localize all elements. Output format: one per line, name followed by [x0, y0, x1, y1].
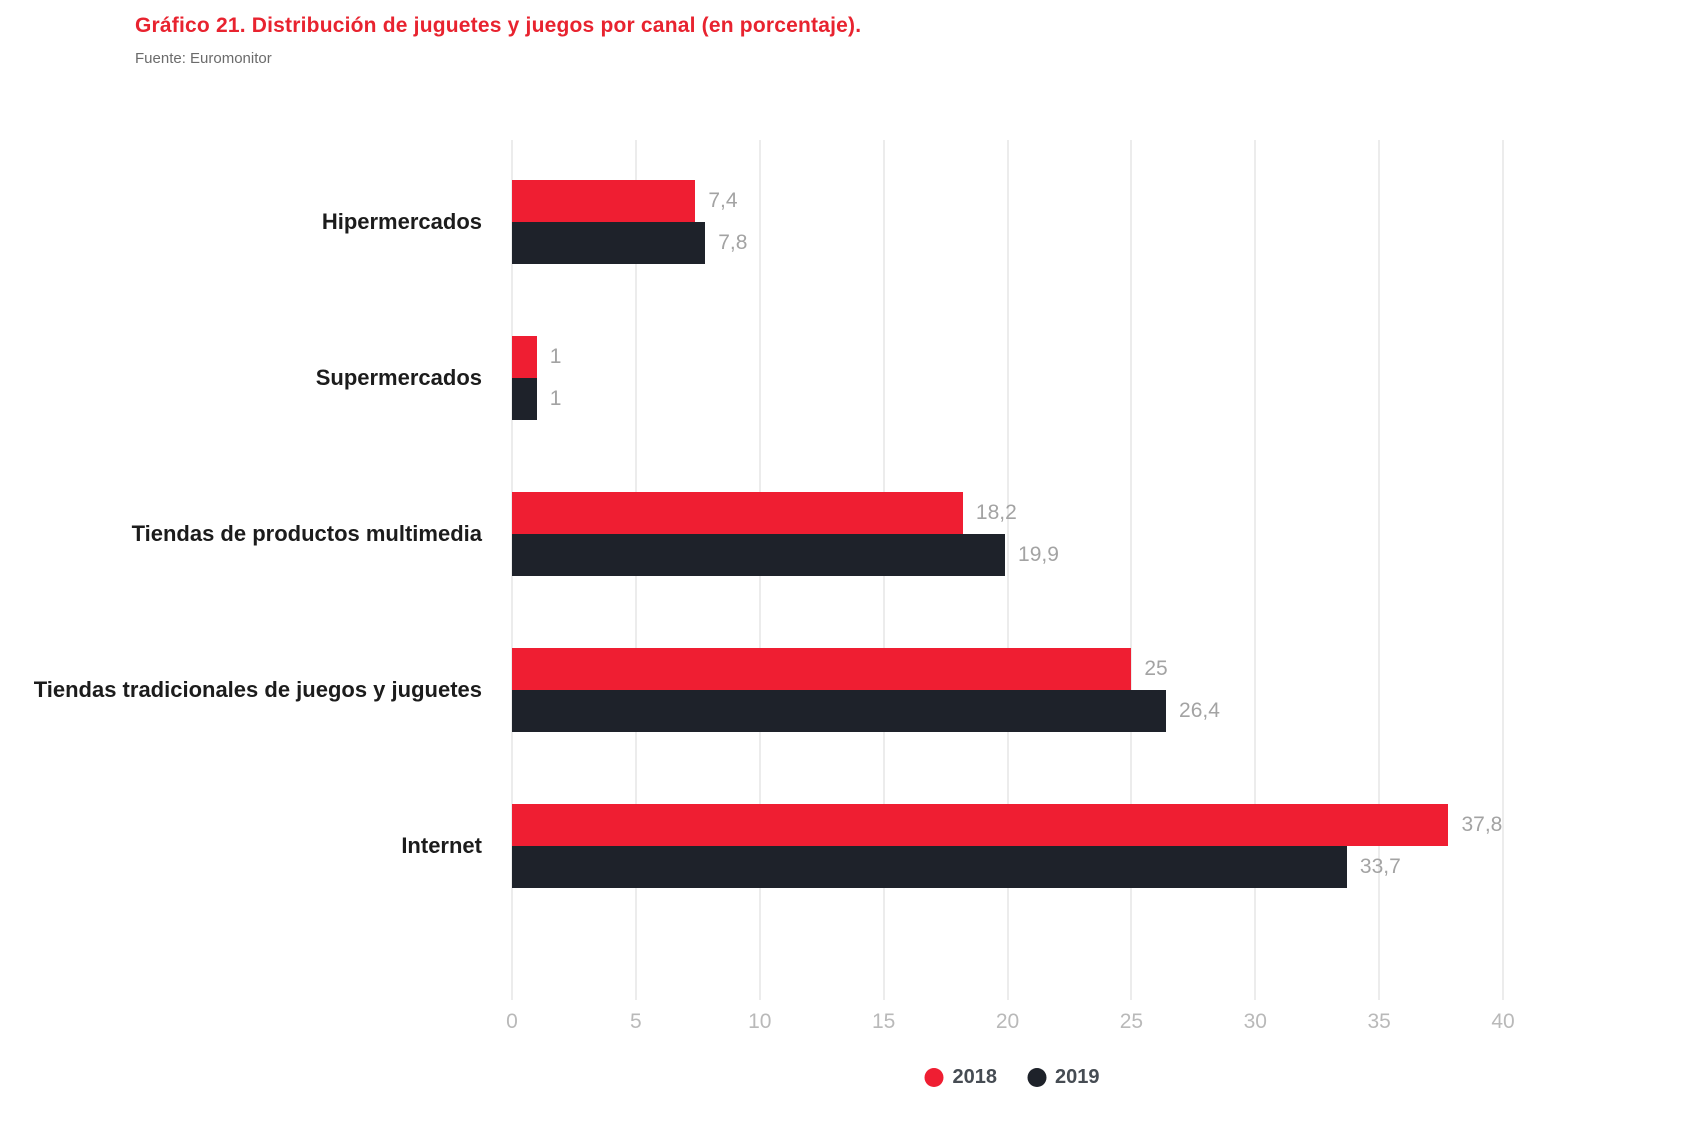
x-tick-label-25: 25 — [1119, 1010, 1144, 1033]
gridline — [1378, 140, 1381, 1000]
gridline — [1254, 140, 1257, 1000]
bar-value-label: 1 — [549, 387, 562, 410]
legend-item-2019: 2019 — [1027, 1066, 1100, 1089]
category-label-0: Hipermercados — [321, 209, 482, 234]
legend-dot-icon — [1027, 1068, 1046, 1087]
category-label-4: Internet — [401, 833, 482, 858]
chart-source: Fuente: Euromonitor — [135, 50, 272, 67]
x-tick-label-20: 20 — [995, 1010, 1020, 1033]
bar-2018-2 — [512, 492, 963, 534]
bar-2018-0 — [512, 180, 696, 222]
bar-value-label: 25 — [1144, 657, 1168, 680]
bar-value-label: 33,7 — [1359, 855, 1401, 878]
category-label-1: Supermercados — [315, 365, 482, 390]
legend-dot-icon — [924, 1068, 944, 1087]
legend-label: 2018 — [952, 1066, 998, 1088]
x-tick-label-40: 40 — [1491, 1010, 1515, 1033]
bar-value-label: 18,2 — [975, 501, 1017, 524]
category-label-2: Tiendas de productos multimedia — [131, 521, 482, 546]
y-axis-labels: Hipermercados Supermercados Tiendas de pro… — [0, 140, 488, 1000]
bar-2019-0 — [512, 222, 706, 264]
x-tick-label-5: 5 — [630, 1010, 642, 1033]
bar-value-label: 26,4 — [1179, 699, 1220, 722]
category-label-3: Tiendas tradicionales de juegos y juguet… — [33, 677, 482, 702]
gridline — [1006, 140, 1009, 1000]
x-tick-label-0: 0 — [506, 1010, 518, 1033]
plot-area: 7,4 7,8 1 1 18,2 19,9 25 26,4 37,8 33,7 — [511, 140, 1504, 1000]
x-tick-label-15: 15 — [871, 1010, 896, 1033]
bar-2019-2 — [512, 534, 1006, 576]
bar-value-label: 7,4 — [708, 189, 738, 212]
x-tick-label-35: 35 — [1367, 1010, 1391, 1033]
legend-item-2018: 2018 — [924, 1066, 998, 1089]
x-tick-label-10: 10 — [748, 1010, 772, 1033]
bar-2018-4 — [512, 804, 1449, 846]
gridline — [1130, 140, 1133, 1000]
gridline — [1502, 140, 1504, 1000]
x-axis-ticks: 0 5 10 15 20 25 30 35 40 — [506, 1010, 1515, 1040]
bar-value-label: 37,8 — [1461, 813, 1503, 836]
bar-2018-3 — [512, 648, 1132, 690]
legend: 2018 2019 — [924, 1066, 1100, 1089]
legend-label: 2019 — [1055, 1066, 1100, 1088]
bar-value-label: 1 — [549, 345, 562, 368]
x-tick-label-30: 30 — [1243, 1010, 1267, 1033]
bar-2018-1 — [512, 336, 537, 378]
bar-2019-3 — [512, 690, 1167, 732]
bar-2019-4 — [512, 846, 1347, 888]
bar-value-label: 7,8 — [718, 231, 748, 254]
bar-value-label: 19,9 — [1018, 543, 1059, 566]
chart-title: Gráfico 21. Distribución de juguetes y j… — [135, 14, 862, 37]
bar-2019-1 — [512, 378, 537, 420]
